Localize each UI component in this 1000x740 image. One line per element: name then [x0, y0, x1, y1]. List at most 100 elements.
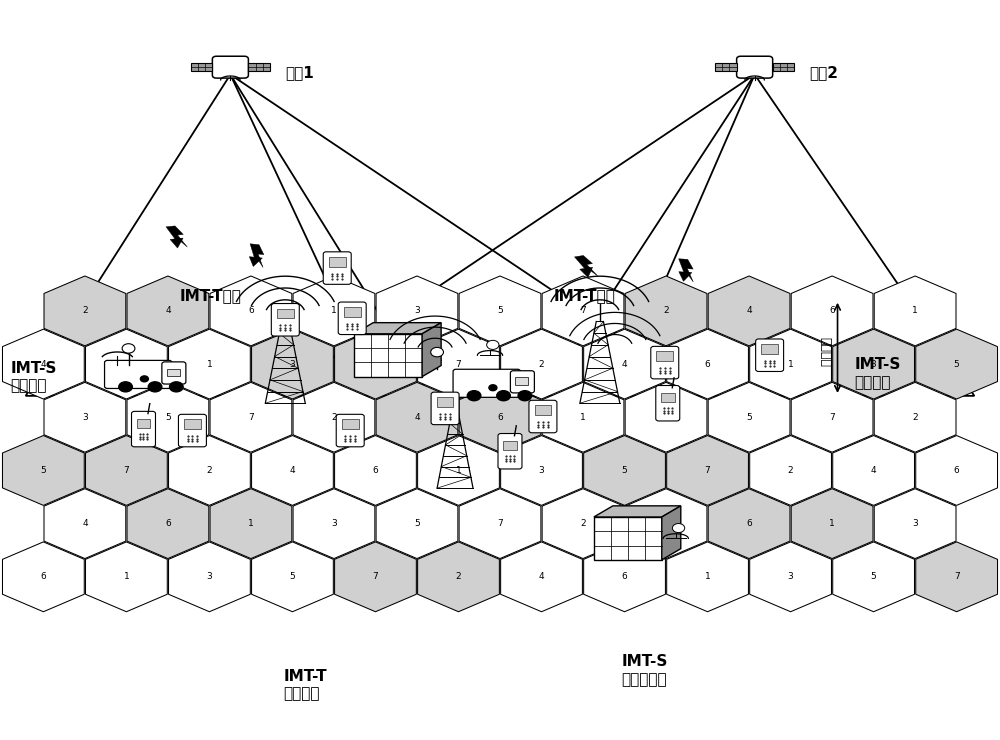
Text: 5: 5: [871, 572, 876, 582]
FancyBboxPatch shape: [656, 386, 680, 421]
Text: 卫星2: 卫星2: [810, 66, 839, 81]
Polygon shape: [166, 226, 187, 248]
FancyBboxPatch shape: [756, 339, 784, 371]
Text: 1: 1: [912, 306, 918, 315]
Circle shape: [489, 385, 497, 391]
Text: 3: 3: [414, 306, 420, 315]
Circle shape: [467, 391, 481, 401]
Polygon shape: [459, 383, 541, 452]
Text: 4: 4: [414, 413, 420, 422]
FancyBboxPatch shape: [715, 63, 737, 71]
Polygon shape: [501, 436, 582, 505]
Text: 3: 3: [290, 360, 295, 369]
FancyBboxPatch shape: [212, 56, 248, 78]
Text: 2: 2: [82, 306, 88, 315]
Text: 7: 7: [497, 519, 503, 528]
Polygon shape: [916, 542, 998, 612]
FancyBboxPatch shape: [656, 352, 673, 361]
FancyBboxPatch shape: [323, 252, 351, 284]
Polygon shape: [418, 329, 499, 399]
Polygon shape: [335, 436, 416, 505]
Circle shape: [119, 382, 132, 392]
Polygon shape: [293, 383, 375, 452]
FancyBboxPatch shape: [594, 517, 662, 560]
FancyBboxPatch shape: [535, 406, 551, 415]
Text: 2: 2: [663, 306, 669, 315]
Text: 2: 2: [456, 572, 461, 582]
Text: 4: 4: [871, 466, 876, 475]
Polygon shape: [44, 383, 126, 452]
Polygon shape: [833, 542, 914, 612]
Polygon shape: [791, 488, 873, 559]
Circle shape: [487, 340, 499, 349]
FancyBboxPatch shape: [498, 434, 522, 469]
Text: 4: 4: [746, 306, 752, 315]
Text: 4: 4: [82, 519, 88, 528]
Text: 4: 4: [165, 306, 171, 315]
Polygon shape: [874, 276, 956, 346]
FancyBboxPatch shape: [191, 63, 212, 71]
Polygon shape: [210, 383, 292, 452]
Polygon shape: [249, 243, 264, 267]
Text: 6: 6: [705, 360, 710, 369]
Polygon shape: [252, 329, 333, 399]
Text: 1: 1: [124, 572, 129, 582]
Polygon shape: [293, 488, 375, 559]
Circle shape: [122, 343, 135, 353]
Polygon shape: [127, 276, 209, 346]
Text: IMT-T基站: IMT-T基站: [554, 289, 616, 303]
FancyBboxPatch shape: [661, 393, 675, 402]
Circle shape: [140, 376, 148, 382]
Polygon shape: [584, 329, 665, 399]
Polygon shape: [916, 329, 998, 399]
Polygon shape: [750, 436, 831, 505]
FancyBboxPatch shape: [344, 307, 361, 317]
Text: 1: 1: [705, 572, 710, 582]
Text: 7: 7: [373, 572, 378, 582]
FancyBboxPatch shape: [167, 369, 180, 376]
Text: 1: 1: [207, 360, 212, 369]
Text: 6: 6: [829, 306, 835, 315]
Polygon shape: [169, 436, 250, 505]
Circle shape: [497, 391, 510, 401]
Text: 6: 6: [746, 519, 752, 528]
Text: 6: 6: [165, 519, 171, 528]
Text: 1: 1: [829, 519, 835, 528]
FancyBboxPatch shape: [132, 411, 155, 447]
Polygon shape: [708, 383, 790, 452]
Polygon shape: [169, 542, 250, 612]
Text: 5: 5: [165, 413, 171, 422]
Polygon shape: [86, 436, 167, 505]
Polygon shape: [625, 383, 707, 452]
Polygon shape: [708, 276, 790, 346]
Text: 2: 2: [331, 413, 337, 422]
Polygon shape: [667, 542, 748, 612]
Polygon shape: [293, 276, 375, 346]
Text: 1: 1: [456, 466, 461, 475]
Polygon shape: [791, 276, 873, 346]
Polygon shape: [169, 329, 250, 399]
Polygon shape: [335, 542, 416, 612]
Text: IMT-T
手持终端: IMT-T 手持终端: [283, 669, 327, 702]
Polygon shape: [210, 276, 292, 346]
Text: 3: 3: [82, 413, 88, 422]
Text: 1: 1: [248, 519, 254, 528]
Text: 6: 6: [497, 413, 503, 422]
Polygon shape: [2, 542, 84, 612]
Text: 上行干扰: 上行干扰: [818, 337, 831, 366]
Text: 1: 1: [788, 360, 793, 369]
Text: 3: 3: [871, 360, 876, 369]
Text: 卫星1: 卫星1: [285, 66, 314, 81]
Text: 7: 7: [580, 306, 586, 315]
Circle shape: [170, 382, 183, 392]
Text: 3: 3: [788, 572, 793, 582]
Text: 6: 6: [40, 572, 46, 582]
Polygon shape: [418, 542, 499, 612]
Polygon shape: [252, 436, 333, 505]
Polygon shape: [584, 436, 665, 505]
Text: 7: 7: [954, 572, 960, 582]
Polygon shape: [584, 542, 665, 612]
FancyBboxPatch shape: [737, 56, 773, 78]
Polygon shape: [422, 323, 441, 377]
Text: 6: 6: [373, 466, 378, 475]
